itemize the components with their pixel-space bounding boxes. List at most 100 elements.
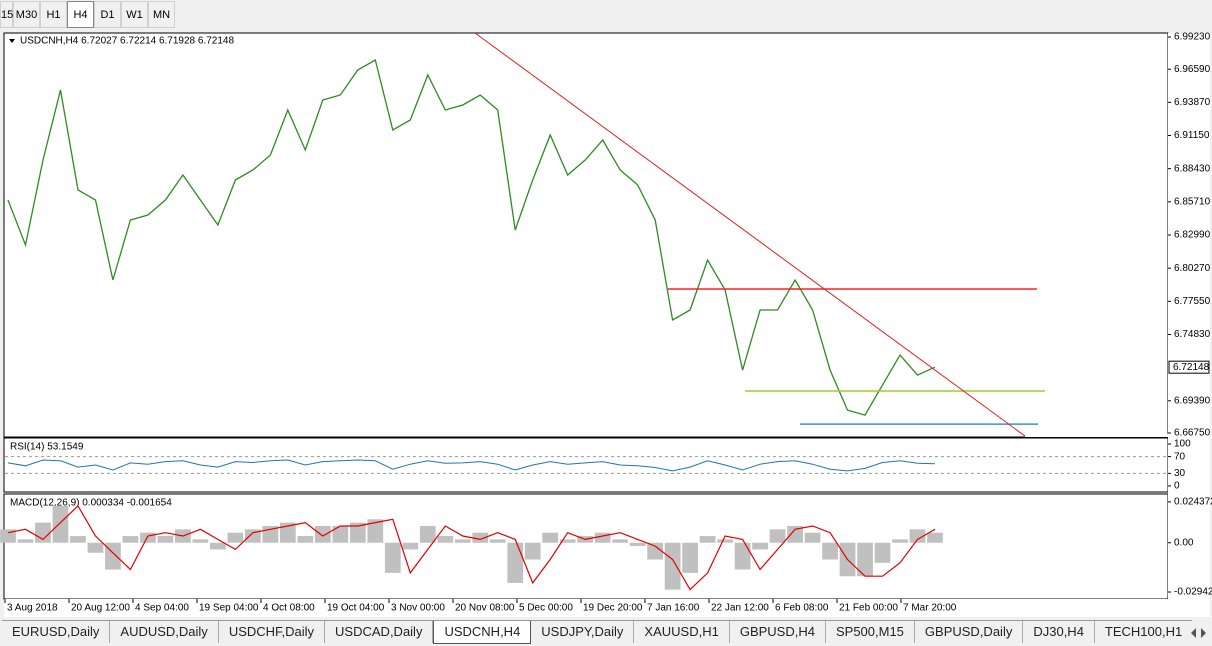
macd-bar bbox=[140, 532, 156, 543]
main-header: USDCNH,H4 6.72027 6.72214 6.71928 6.7214… bbox=[20, 36, 234, 47]
chart-window: USDCNH,H4 6.72027 6.72214 6.71928 6.7214… bbox=[0, 30, 1212, 620]
y-tick-label: 6.80270 bbox=[1174, 263, 1211, 274]
rsi-panel bbox=[3, 437, 1169, 493]
time-label: 19 Oct 04:00 bbox=[327, 603, 385, 614]
macd-bar bbox=[682, 542, 699, 573]
macd-bar bbox=[524, 542, 541, 560]
symbol-tab[interactable]: USDCHF,Daily bbox=[219, 621, 326, 643]
macd-bar bbox=[297, 536, 314, 543]
timeframe-button[interactable]: MN bbox=[148, 1, 175, 28]
macd-bar bbox=[804, 532, 821, 543]
main-panel bbox=[3, 32, 1169, 438]
time-label: 22 Jan 12:00 bbox=[711, 603, 769, 614]
macd-bar bbox=[157, 536, 174, 543]
y-tick-label: 6.69390 bbox=[1174, 395, 1211, 406]
macd-bar bbox=[647, 542, 664, 560]
timeframe-button[interactable]: H4 bbox=[67, 1, 94, 28]
macd-bar bbox=[717, 539, 733, 543]
symbol-tab[interactable]: SP500,M15 bbox=[826, 621, 915, 643]
symbol-tab[interactable]: USDCNH,H4 bbox=[433, 621, 532, 644]
macd-bar bbox=[349, 522, 366, 543]
macd-bar bbox=[629, 542, 646, 547]
macd-bar bbox=[332, 525, 349, 543]
macd-signal-line bbox=[7, 504, 936, 591]
symbol-tab[interactable]: TECH100,H1 bbox=[1095, 621, 1192, 643]
time-label: 4 Oct 08:00 bbox=[263, 603, 315, 614]
macd-bar bbox=[874, 542, 891, 563]
macd-bar bbox=[87, 542, 104, 553]
symbol-tab[interactable]: USDJPY,Daily bbox=[531, 621, 635, 643]
time-label: 4 Sep 04:00 bbox=[135, 603, 189, 614]
y-tick-label: 6.77550 bbox=[1174, 296, 1211, 307]
menu-triangle bbox=[9, 39, 15, 43]
price-axis bbox=[1168, 33, 1210, 599]
timeframe-button[interactable]: 15 bbox=[0, 1, 13, 28]
time-axis bbox=[4, 599, 1210, 617]
macd-bar bbox=[594, 532, 611, 543]
macd-bar bbox=[769, 529, 786, 543]
timeframe-button[interactable]: H1 bbox=[40, 1, 67, 28]
time-label: 3 Aug 2018 bbox=[7, 603, 58, 614]
macd-bar bbox=[734, 542, 751, 570]
macd-bar bbox=[70, 536, 86, 543]
macd-bar bbox=[909, 529, 926, 543]
macd-bar bbox=[857, 542, 873, 577]
y-tick-label: 0.024372 bbox=[1174, 497, 1212, 508]
macd-bar bbox=[507, 542, 524, 583]
time-label: 5 Dec 00:00 bbox=[519, 603, 573, 614]
symbol-tab[interactable]: GBPUSD,Daily bbox=[915, 621, 1024, 643]
trendline bbox=[474, 32, 1026, 437]
symbol-tab[interactable]: USDCAD,Daily bbox=[325, 621, 434, 643]
symbol-tab[interactable]: AUDUSD,Daily bbox=[110, 621, 219, 643]
price-line bbox=[7, 59, 936, 416]
macd-bar bbox=[244, 529, 261, 543]
time-label: 7 Mar 20:00 bbox=[903, 603, 957, 614]
y-tick-label: 0.00 bbox=[1174, 537, 1194, 548]
y-tick-label: 6.74830 bbox=[1174, 329, 1211, 340]
macd-bar bbox=[472, 532, 489, 543]
y-tick-label: 6.88430 bbox=[1174, 163, 1211, 174]
timeframe-bar: 15 M30 H1 H4 D1 W1 MN bbox=[0, 0, 1212, 30]
symbol-tab[interactable]: XAUUSD,H1 bbox=[634, 621, 730, 643]
macd-bar bbox=[367, 519, 384, 543]
symbol-tab[interactable]: GBPUSD,H4 bbox=[730, 621, 826, 643]
macd-bar bbox=[489, 539, 506, 543]
time-label: 7 Jan 16:00 bbox=[647, 603, 700, 614]
macd-bar bbox=[210, 542, 226, 550]
time-label: 6 Feb 08:00 bbox=[775, 603, 829, 614]
macd-bar bbox=[52, 505, 69, 543]
timeframe-button[interactable]: M30 bbox=[13, 1, 40, 28]
macd-bar bbox=[279, 522, 296, 543]
timeframe-button[interactable]: D1 bbox=[94, 1, 121, 28]
time-label: 19 Sep 04:00 bbox=[199, 603, 259, 614]
symbol-tab[interactable]: EURUSD,Daily bbox=[2, 621, 111, 643]
macd-header: MACD(12,26,9) 0.000334 -0.001654 bbox=[10, 498, 172, 509]
macd-bar bbox=[314, 525, 331, 543]
macd-bar bbox=[612, 539, 629, 543]
rsi-line bbox=[7, 459, 936, 472]
macd-bar bbox=[787, 525, 803, 543]
y-tick-label: 6.85710 bbox=[1174, 196, 1211, 207]
current-price-box bbox=[1168, 360, 1210, 374]
macd-bar bbox=[384, 542, 401, 573]
macd-panel bbox=[3, 493, 1169, 600]
y-tick-label: 6.99230 bbox=[1174, 32, 1211, 43]
macd-bar bbox=[17, 539, 34, 543]
time-label: 20 Aug 12:00 bbox=[71, 603, 130, 614]
macd-bar bbox=[822, 542, 838, 560]
y-tick-label: 6.93870 bbox=[1174, 97, 1211, 108]
macd-bar bbox=[892, 539, 908, 543]
macd-bar bbox=[419, 525, 436, 543]
macd-bar bbox=[122, 536, 139, 543]
timeframe-button[interactable]: W1 bbox=[121, 1, 148, 28]
time-label: 3 Nov 00:00 bbox=[391, 603, 445, 614]
y-tick-label: 6.91150 bbox=[1174, 130, 1210, 141]
y-tick-label: 30 bbox=[1174, 468, 1186, 479]
y-tick-label: 6.82990 bbox=[1174, 230, 1211, 241]
symbol-tab[interactable]: DJ30,H4 bbox=[1023, 621, 1095, 643]
macd-bar bbox=[0, 529, 16, 543]
tab-scroll-arrows[interactable] bbox=[1188, 626, 1210, 640]
macd-bar bbox=[664, 542, 681, 590]
